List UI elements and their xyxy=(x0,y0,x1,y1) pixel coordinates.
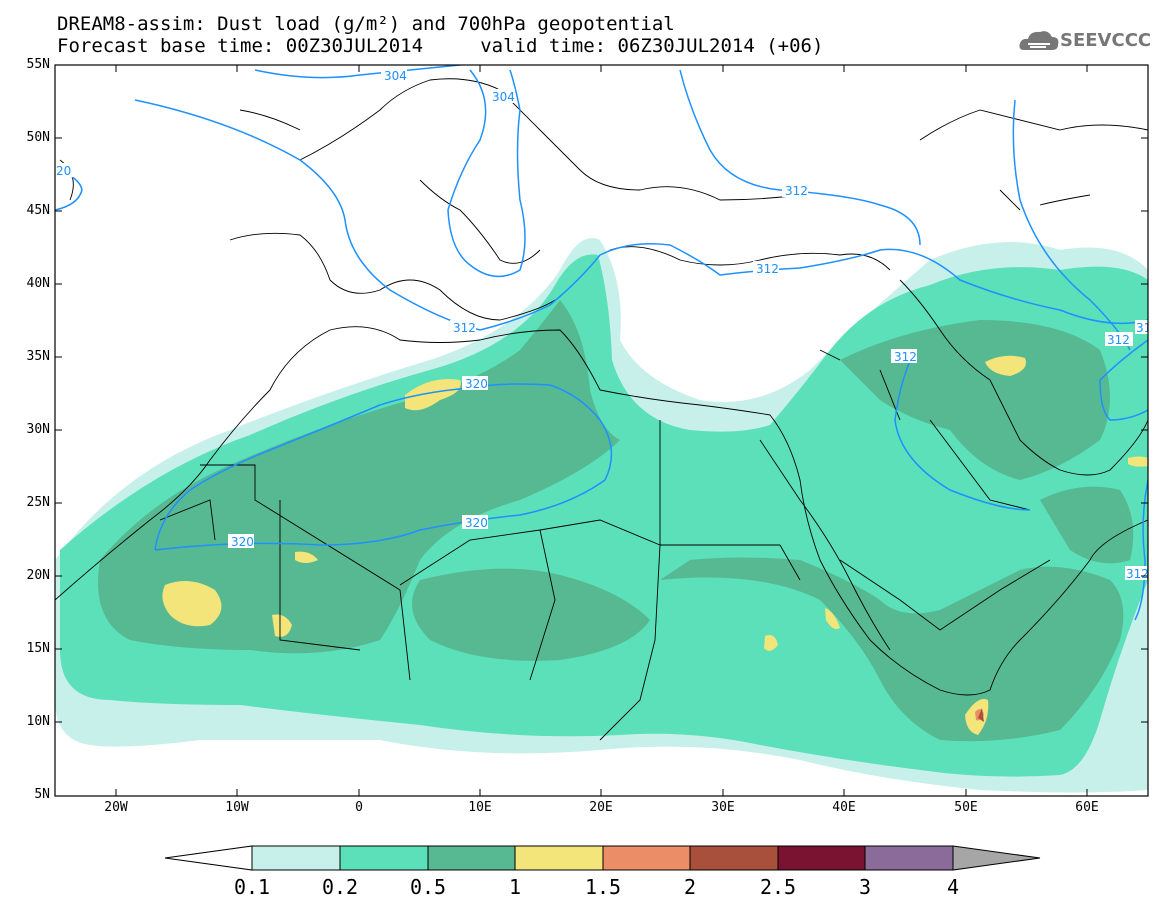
colorbar-swatch xyxy=(602,845,691,871)
colorbar-swatch xyxy=(339,845,429,871)
dust-layer-1 xyxy=(764,635,778,651)
coastlines xyxy=(55,78,1148,741)
colorbar-label: 0.1 xyxy=(233,875,271,899)
lat-label: 15N xyxy=(26,641,50,656)
contour-label: 304 xyxy=(492,90,515,104)
contour-label: 320 xyxy=(231,535,254,549)
colorbar-swatch xyxy=(427,845,516,871)
lat-label: 10N xyxy=(26,714,50,729)
contour-label: 312 xyxy=(453,321,476,335)
lon-label: 30E xyxy=(711,800,735,815)
colorbar-label: 3 xyxy=(858,875,872,899)
colorbar-label: 0.2 xyxy=(321,875,359,899)
map-title-line2: Forecast base time: 00Z30JUL2014 valid t… xyxy=(57,35,824,57)
colorbar-label: 0.5 xyxy=(409,875,447,899)
dust-layer-1 xyxy=(405,379,461,411)
contour-labels: 304 304 312 312 312 312 320 320 320 312 … xyxy=(55,68,1159,581)
dust-layer-0.5 xyxy=(1040,486,1134,564)
contour-label: 312 xyxy=(1107,333,1130,347)
lat-label: 5N xyxy=(34,787,50,802)
lon-label: 40E xyxy=(832,800,856,815)
contour-label: 20 xyxy=(56,164,71,178)
lon-label: 0 xyxy=(355,800,363,815)
lon-label: 60E xyxy=(1075,800,1099,815)
colorbar-swatch xyxy=(251,845,341,871)
contour-label: 312 xyxy=(1126,567,1149,581)
colorbar-swatch xyxy=(689,845,779,871)
colorbar-swatch xyxy=(514,845,604,871)
dust-layer-1 xyxy=(985,355,1026,376)
logo-text: SEEVCCC xyxy=(1060,30,1152,51)
colorbar-arrow-low xyxy=(164,845,253,871)
lon-label: 10W xyxy=(225,800,249,815)
lon-label: 10E xyxy=(468,800,492,815)
contour-label: 312 xyxy=(1136,321,1159,335)
dust-layer-1 xyxy=(162,581,222,627)
lat-label: 25N xyxy=(26,495,50,510)
dust-layer-1 xyxy=(272,614,292,637)
colorbar-label: 1.5 xyxy=(584,875,622,899)
contour-label: 304 xyxy=(384,69,407,83)
dust-layer-2 xyxy=(978,708,984,722)
lon-label: 20E xyxy=(589,800,613,815)
dust-layer-1 xyxy=(825,608,840,629)
contour-label: 320 xyxy=(465,516,488,530)
lat-label: 20N xyxy=(26,568,50,583)
lon-label: 50E xyxy=(954,800,978,815)
map-title-line1: DREAM8-assim: Dust load (g/m²) and 700hP… xyxy=(57,13,675,35)
colorbar xyxy=(164,845,1041,871)
lat-label: 35N xyxy=(26,349,50,364)
lat-label: 55N xyxy=(26,57,50,72)
contour-label: 312 xyxy=(894,350,917,364)
lon-label: 20W xyxy=(104,800,128,815)
contour-label: 312 xyxy=(785,184,808,198)
dust-layer-0.5 xyxy=(98,300,620,654)
colorbar-label: 2 xyxy=(683,875,697,899)
dust-layer-0.5 xyxy=(660,557,1124,742)
colorbar-arrow-high xyxy=(952,845,1041,871)
dust-layer-1 xyxy=(295,551,318,563)
colorbar-label: 2.5 xyxy=(759,875,797,899)
colorbar-swatch xyxy=(777,845,866,871)
dust-layer-0.5 xyxy=(412,568,650,661)
colorbar-label: 4 xyxy=(946,875,960,899)
lat-label: 30N xyxy=(26,422,50,437)
lat-label: 40N xyxy=(26,276,50,291)
lat-label: 50N xyxy=(26,130,50,145)
lat-label: 45N xyxy=(26,203,50,218)
dust-layer-1 xyxy=(1128,456,1148,467)
cloud-logo-icon xyxy=(1019,31,1059,50)
axis-ticks xyxy=(55,64,1148,796)
contour-label: 312 xyxy=(756,262,779,276)
contour-label: 320 xyxy=(465,377,488,391)
colorbar-label: 1 xyxy=(508,875,522,899)
colorbar-swatch xyxy=(864,845,954,871)
